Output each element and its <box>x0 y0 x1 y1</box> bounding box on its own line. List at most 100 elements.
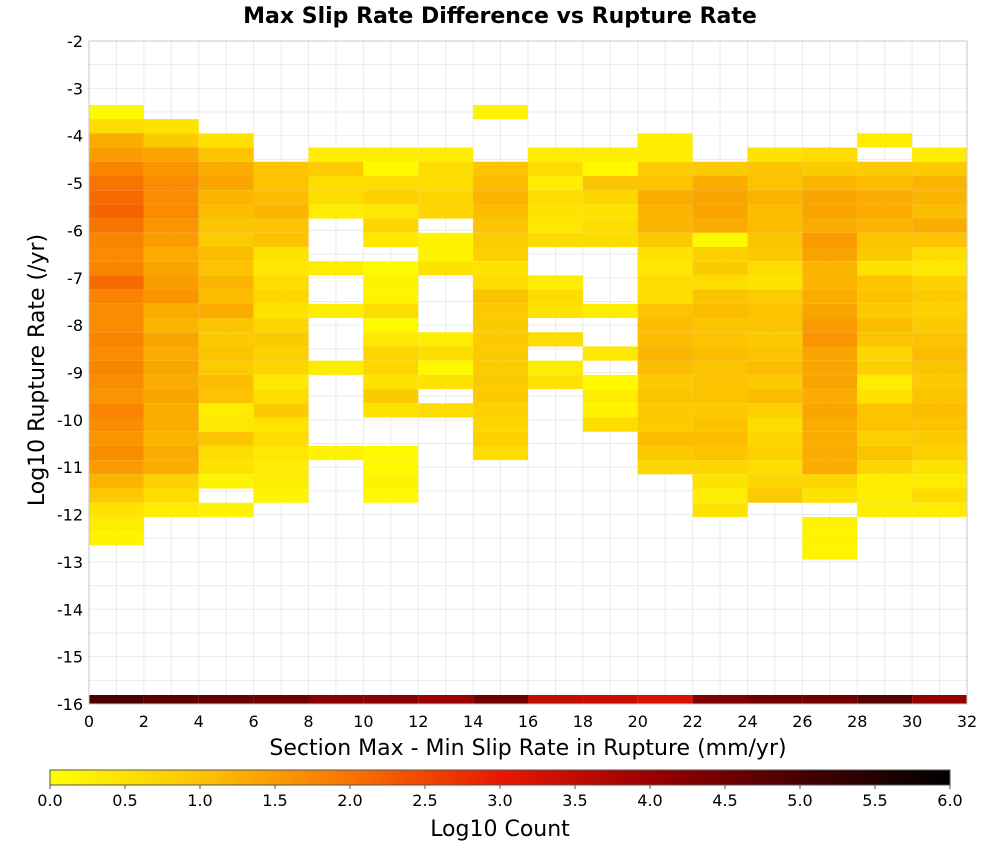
heatmap-cell <box>418 204 474 219</box>
heatmap-total-cell <box>143 695 199 704</box>
heatmap-cell <box>363 161 419 176</box>
heatmap-cell <box>473 275 528 290</box>
heatmap-cell <box>692 289 748 304</box>
heatmap-cell <box>253 318 309 333</box>
heatmap-cell <box>143 175 199 191</box>
heatmap-cell <box>747 289 803 304</box>
heatmap-cell <box>253 247 309 262</box>
heatmap-cell <box>857 247 913 262</box>
heatmap-cell <box>637 389 693 404</box>
heatmap-cell <box>912 417 967 432</box>
heatmap-cell <box>308 147 364 162</box>
heatmap-total-cell <box>857 695 913 704</box>
heatmap-cell <box>692 275 748 290</box>
heatmap-total-cell <box>418 695 474 704</box>
heatmap-cell <box>89 516 144 532</box>
heatmap-cell <box>912 190 967 205</box>
y-tick-label: -14 <box>57 600 83 619</box>
heatmap-cell <box>253 303 309 319</box>
heatmap-cell <box>198 389 254 404</box>
heatmap-cell <box>473 332 528 347</box>
heatmap-cell <box>692 204 748 219</box>
x-tick-label: 20 <box>628 712 648 731</box>
heatmap-cell <box>912 346 967 361</box>
heatmap-total-cell <box>912 695 967 704</box>
heatmap-cell <box>89 218 144 233</box>
heatmap-cell <box>912 303 967 319</box>
y-axis-ticks: -2 -3 -4 -5 -6 -7 -8 -9 -10 -11 -12 -13 -14 -15 -16 <box>57 32 83 714</box>
heatmap-cell <box>637 147 693 162</box>
heatmap-cell <box>473 417 528 432</box>
heatmap-cell <box>89 161 144 176</box>
heatmap-cell <box>89 275 144 290</box>
heatmap-cell <box>198 360 254 375</box>
heatmap-cell <box>308 303 364 319</box>
heatmap-cell <box>802 275 858 290</box>
heatmap-cell <box>89 303 144 319</box>
x-tick-label: 28 <box>847 712 867 731</box>
x-tick-label: 12 <box>408 712 428 731</box>
y-tick-label: -11 <box>57 458 83 477</box>
heatmap-cell <box>528 190 583 205</box>
heatmap-cell <box>692 247 748 262</box>
heatmap-cell <box>363 275 419 290</box>
x-tick-label: 32 <box>957 712 977 731</box>
heatmap-cell <box>637 417 693 432</box>
heatmap-cell <box>582 403 638 418</box>
heatmap-cell <box>637 318 693 333</box>
heatmap-cell <box>747 332 803 347</box>
heatmap-cell <box>637 445 693 461</box>
heatmap-cell <box>857 460 913 475</box>
heatmap-cell <box>89 332 144 347</box>
x-tick-label: 18 <box>573 712 593 731</box>
x-tick-label: 30 <box>902 712 922 731</box>
heatmap-cell <box>253 190 309 205</box>
heatmap-cell <box>747 474 803 489</box>
heatmap-cell <box>198 346 254 361</box>
x-tick-label: 22 <box>682 712 702 731</box>
heatmap-cell <box>363 460 419 475</box>
heatmap-cell <box>692 374 748 390</box>
colorbar-ticks: 0.0 0.5 1.0 1.5 2.0 2.5 3.0 3.5 4.0 4.5 5.0 5.5 6.0 <box>37 785 963 810</box>
x-axis-ticks: 0 2 4 6 8 10 12 14 16 18 20 22 24 26 28 30 32 <box>84 712 977 731</box>
heatmap-cell <box>802 147 858 162</box>
heatmap-cell <box>473 289 528 304</box>
heatmap-cell <box>528 360 583 375</box>
heatmap-cell <box>857 261 913 276</box>
colorbar-tick-label: 3.0 <box>487 791 512 810</box>
heatmap-cell <box>912 232 967 248</box>
heatmap-cell <box>308 204 364 219</box>
heatmap-cell <box>143 303 199 319</box>
heatmap-cell <box>857 275 913 290</box>
heatmap-cell <box>253 374 309 390</box>
heatmap-cell <box>747 190 803 205</box>
heatmap-cell <box>692 403 748 418</box>
heatmap-cell <box>143 204 199 219</box>
heatmap-cell <box>418 190 474 205</box>
heatmap-cell <box>802 190 858 205</box>
heatmap-cell <box>637 374 693 390</box>
y-tick-label: -4 <box>67 127 83 146</box>
x-tick-label: 6 <box>249 712 259 731</box>
heatmap-cell <box>89 318 144 333</box>
heatmap-cell <box>143 431 199 446</box>
heatmap-cell <box>802 460 858 475</box>
heatmap-cell <box>802 417 858 432</box>
heatmap-total-cell <box>198 695 254 704</box>
heatmap-cell <box>473 403 528 418</box>
heatmap-cell <box>692 460 748 475</box>
heatmap-cell <box>528 161 583 176</box>
heatmap-cell <box>857 218 913 233</box>
heatmap-cell <box>418 403 474 418</box>
heatmap-cell <box>143 232 199 248</box>
heatmap-cell <box>89 119 144 134</box>
heatmap-cell <box>363 332 419 347</box>
heatmap-cell <box>473 346 528 361</box>
heatmap-cell <box>198 445 254 461</box>
heatmap-cell <box>637 218 693 233</box>
heatmap-cell <box>692 232 748 248</box>
heatmap-cell <box>363 318 419 333</box>
heatmap-cell <box>473 303 528 319</box>
y-tick-label: -10 <box>57 411 83 430</box>
heatmap-cell <box>637 247 693 262</box>
